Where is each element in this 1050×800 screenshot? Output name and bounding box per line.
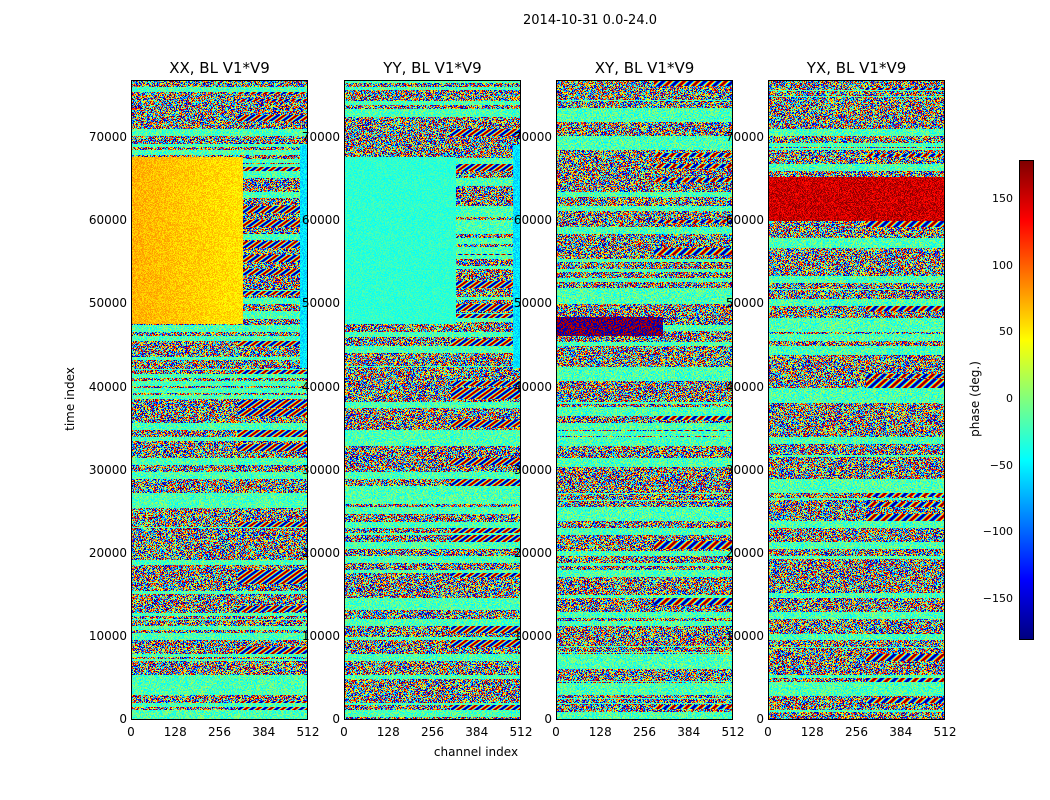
colorbar-tick-label: 50	[999, 325, 1013, 339]
panel-title: YY, BL V1*V9	[383, 59, 482, 77]
y-tick-label: 40000	[513, 379, 552, 394]
y-tick-label: 60000	[513, 213, 552, 228]
x-tick-label: 256	[208, 725, 231, 739]
y-tick-label: 30000	[513, 462, 552, 477]
y-tick-label: 10000	[88, 628, 127, 643]
y-tick-label: 10000	[725, 628, 764, 643]
y-tick-label: 60000	[88, 213, 127, 228]
colorbar-tick-label: 100	[992, 258, 1013, 272]
colorbar-tick-label: 150	[992, 192, 1013, 205]
panel-title: YX, BL V1*V9	[806, 59, 907, 77]
y-tick-label: 70000	[88, 130, 127, 145]
colorbar-tick-label: −50	[989, 458, 1013, 472]
x-tick-label: 0	[127, 725, 135, 739]
y-tick-label: 0	[332, 712, 340, 726]
x-tick-label: 256	[845, 725, 868, 739]
x-tick-label: 128	[376, 725, 400, 739]
y-tick-label: 10000	[301, 628, 340, 643]
heatmap-xy	[556, 80, 733, 720]
y-tick-label: 60000	[301, 213, 340, 228]
x-tick-label: 384	[889, 725, 913, 739]
colorbar-label: phase (deg.)	[968, 361, 982, 437]
y-tick-label: 50000	[301, 296, 340, 311]
x-tick-label: 512	[509, 725, 533, 739]
x-tick-label: 128	[163, 725, 187, 739]
y-tick-label: 0	[119, 712, 127, 726]
colorbar-tick-label: 0	[1006, 392, 1013, 405]
y-tick-label: 70000	[725, 130, 764, 145]
figure-title: 2014-10-31 0.0-24.0	[523, 13, 657, 28]
x-tick-label: 128	[588, 725, 612, 739]
y-tick-label: 20000	[301, 545, 340, 560]
x-tick-label: 0	[764, 725, 772, 739]
y-tick-label: 10000	[513, 628, 552, 643]
x-axis-label: channel index	[433, 745, 519, 759]
x-tick-label: 512	[721, 725, 745, 739]
heatmap-yx	[768, 80, 945, 720]
y-tick-label: 30000	[301, 462, 340, 477]
y-tick-label: 60000	[725, 213, 764, 228]
y-tick-label: 20000	[88, 545, 127, 560]
x-tick-label: 0	[552, 725, 560, 739]
x-tick-label: 256	[633, 725, 656, 739]
x-tick-label: 512	[933, 725, 957, 739]
y-tick-label: 40000	[301, 379, 340, 394]
colorbar-tick-label: −150	[982, 592, 1013, 605]
y-tick-label: 50000	[88, 296, 127, 311]
x-tick-label: 512	[296, 725, 320, 739]
colorbar-tick-label: −100	[982, 525, 1013, 539]
y-tick-label: 50000	[513, 296, 552, 311]
x-tick-label: 384	[252, 725, 276, 739]
y-tick-label: 20000	[725, 545, 764, 560]
y-tick-label: 20000	[513, 545, 552, 560]
y-tick-label: 70000	[513, 130, 552, 145]
x-tick-label: 384	[677, 725, 701, 739]
x-tick-label: 0	[340, 725, 348, 739]
panel-title: XY, BL V1*V9	[594, 59, 695, 77]
y-axis-label: time index	[63, 367, 77, 431]
y-tick-label: 30000	[725, 462, 764, 477]
x-tick-label: 128	[800, 725, 824, 739]
x-tick-label: 384	[465, 725, 489, 739]
y-tick-label: 0	[756, 712, 764, 726]
y-tick-label: 50000	[725, 296, 764, 311]
x-tick-label: 256	[421, 725, 444, 739]
panel-title: XX, BL V1*V9	[169, 59, 270, 77]
y-tick-label: 70000	[301, 130, 340, 145]
y-tick-label: 40000	[725, 379, 764, 394]
heatmap-xx	[131, 80, 308, 720]
y-tick-label: 40000	[88, 379, 127, 394]
y-tick-label: 30000	[88, 462, 127, 477]
heatmap-yy	[344, 80, 521, 720]
y-tick-label: 0	[544, 712, 552, 726]
colorbar-gradient	[1019, 160, 1034, 640]
